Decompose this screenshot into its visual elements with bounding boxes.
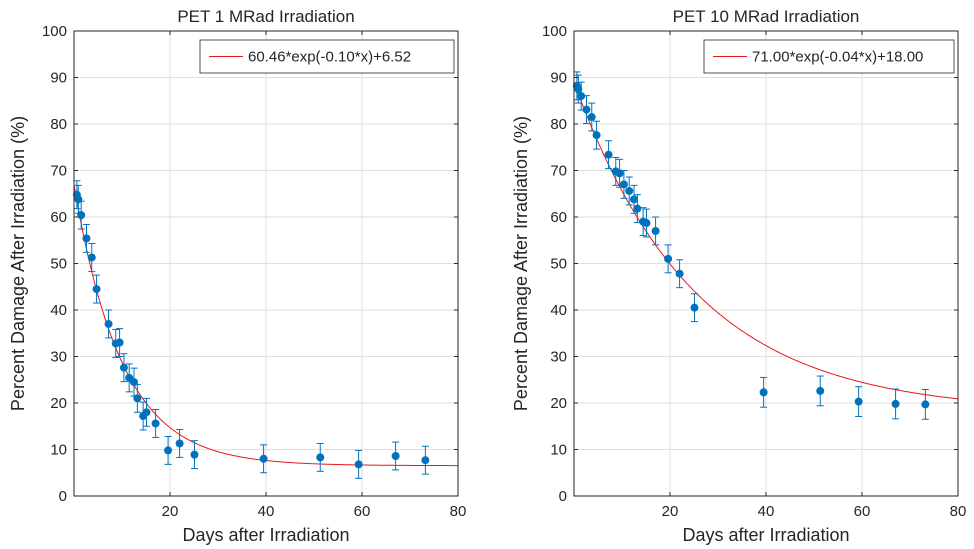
chart-2-data-point	[690, 303, 699, 312]
chart-1-data-point	[175, 439, 184, 448]
chart-2-data-point	[891, 399, 900, 408]
chart-2-xtick-label: 40	[758, 503, 775, 520]
chart-2-data-point	[592, 131, 601, 140]
chart-2-ytick-label: 80	[550, 116, 567, 133]
chart-1-ytick-label: 40	[50, 302, 67, 319]
chart-1-title: PET 1 MRad Irradiation	[177, 7, 354, 26]
chart-2-data-point	[633, 204, 642, 213]
chart-1-data-point	[391, 452, 400, 461]
chart-1-xtick-label: 40	[258, 503, 275, 520]
chart-1-ytick-label: 30	[50, 349, 67, 366]
chart-1-data-point	[164, 446, 173, 455]
chart-panel-10mrad: 0 10 20 30 40 50 60 70 80 90 100 20 40 60 80 PET 10 MRa…	[511, 7, 966, 545]
chart-2-ytick-label: 100	[542, 23, 567, 40]
chart-2-data-point	[664, 254, 673, 263]
chart-2-data-point	[615, 169, 624, 178]
chart-1-ytick-label: 90	[50, 70, 67, 87]
chart-1-data-point	[133, 394, 142, 403]
chart-2-legend-label: 71.00*exp(-0.04*x)+18.00	[752, 49, 923, 66]
chart-2-data-point	[642, 219, 651, 228]
chart-1-data-point	[92, 285, 101, 294]
chart-1-legend-label: 60.46*exp(-0.10*x)+6.52	[248, 49, 411, 66]
chart-2-ytick-label: 50	[550, 256, 567, 273]
chart-1-xtick-label: 80	[450, 503, 467, 520]
chart-1-data-point	[130, 378, 138, 387]
chart-2-data-point	[630, 195, 638, 204]
chart-2-ytick-label: 60	[550, 209, 567, 226]
chart-2-ytick-label: 20	[550, 395, 567, 412]
chart-2-ytick-label: 30	[550, 349, 567, 366]
chart-1-ytick-label: 0	[59, 488, 67, 505]
chart-1-data-point	[259, 454, 268, 463]
chart-1-ytick-label: 100	[42, 23, 67, 40]
chart-2-data-point	[675, 269, 684, 278]
chart-2-data-point	[577, 92, 586, 101]
chart-2-data-point	[854, 397, 863, 406]
chart-1-data-point	[142, 408, 151, 417]
chart-1-data-point	[87, 253, 96, 262]
chart-1-legend: 60.46*exp(-0.10*x)+6.52	[199, 39, 455, 74]
chart-1-y-axis-label: Percent Damage After Irradiation (%)	[8, 116, 28, 411]
chart-1-xtick-label: 20	[162, 503, 179, 520]
chart-1-data-point	[316, 453, 325, 462]
chart-2-data-point	[759, 388, 768, 397]
chart-2-data-point	[582, 105, 591, 114]
chart-2-legend: 71.00*exp(-0.04*x)+18.00	[703, 39, 955, 74]
chart-1-ytick-label: 10	[50, 442, 67, 459]
chart-1-ytick-label: 20	[50, 395, 67, 412]
chart-1-data-point	[190, 450, 199, 459]
chart-1-ytick-label: 70	[50, 163, 67, 180]
chart-1-data-point	[151, 419, 160, 428]
chart-2-data-point	[604, 150, 613, 159]
chart-2-ytick-label: 90	[550, 70, 567, 87]
chart-2-xtick-label: 80	[950, 503, 967, 520]
chart-2-xtick-label: 20	[662, 503, 679, 520]
chart-2-data-point	[619, 180, 628, 189]
chart-1-data-point	[115, 338, 124, 347]
chart-2-data-point	[587, 113, 596, 122]
chart-2-ytick-label: 10	[550, 442, 567, 459]
chart-2-data-point	[625, 186, 634, 195]
chart-2-ytick-label: 40	[550, 302, 567, 319]
chart-1-data-point	[74, 195, 83, 204]
chart-2-ytick-label: 70	[550, 163, 567, 180]
chart-2-data-point	[651, 226, 660, 235]
chart-2-title: PET 10 MRad Irradiation	[673, 7, 860, 26]
chart-2-x-axis-label: Days after Irradiation	[682, 525, 849, 545]
chart-1-ytick-label: 50	[50, 256, 67, 273]
chart-1-data-point	[119, 363, 128, 372]
chart-1-xtick-label: 60	[354, 503, 371, 520]
chart-2-data-point	[816, 386, 825, 395]
chart-2-ytick-label: 0	[559, 488, 567, 505]
chart-2-data-point	[921, 400, 930, 409]
chart-1-ytick-label: 80	[50, 116, 67, 133]
chart-panel-1mrad: 0 10 20 30 40 50 60 70 80 90 100 20 40 60 80 PET 1 MRad…	[8, 7, 466, 545]
chart-1-x-axis-label: Days after Irradiation	[182, 525, 349, 545]
chart-1-data-point	[104, 319, 113, 328]
chart-1-data-point	[77, 211, 86, 220]
chart-2-y-axis-label: Percent Damage After Irradiation (%)	[511, 116, 531, 411]
chart-2-xtick-label: 60	[854, 503, 871, 520]
chart-1-ytick-label: 60	[50, 209, 67, 226]
chart-2-data-point	[574, 85, 583, 94]
chart-1-data-point	[354, 460, 363, 469]
chart-1-data-point	[421, 456, 430, 465]
chart-1-data-point	[82, 234, 91, 243]
